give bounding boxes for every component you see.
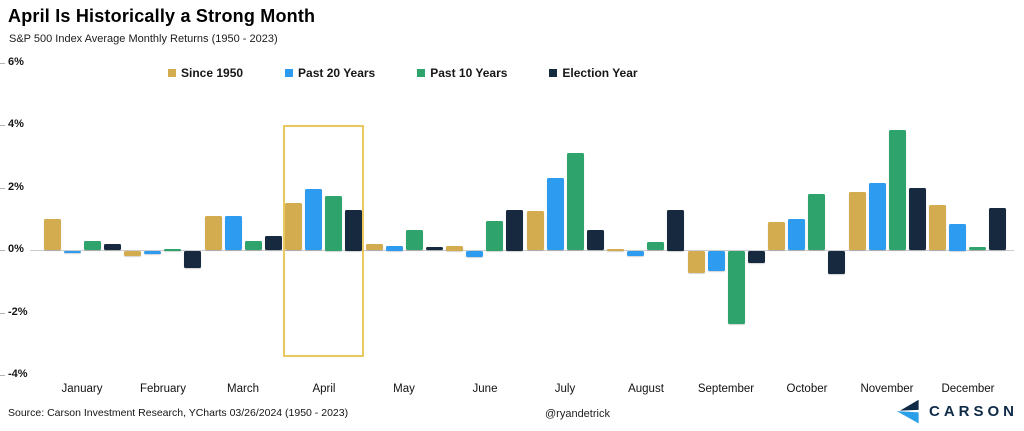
legend-swatch-icon: [549, 69, 558, 77]
y-axis-label-4: 4%: [8, 118, 24, 130]
bar-past-10-years-march: [245, 241, 262, 250]
bar-since-1950-june: [446, 246, 463, 251]
bar-past-10-years-april: [325, 196, 342, 251]
chart-subtitle: S&P 500 Index Average Monthly Returns (1…: [9, 33, 278, 45]
bar-past-20-years-february: [144, 251, 161, 254]
bar-election-year-june: [506, 210, 523, 251]
y-axis-label--2: -2%: [8, 306, 28, 318]
bar-election-year-november: [909, 188, 926, 250]
x-axis-label-may: May: [393, 383, 415, 395]
legend: Since 1950 Past 20 Years Past 10 Years Elec…: [168, 66, 638, 80]
bar-past-10-years-october: [808, 194, 825, 250]
bar-past-10-years-september: [728, 251, 745, 324]
y-axis-label--4: -4%: [8, 368, 28, 380]
x-axis-label-january: January: [61, 383, 103, 395]
bar-past-10-years-november: [889, 130, 906, 250]
x-axis-label-december: December: [941, 383, 995, 395]
y-axis-tick-4: [0, 125, 5, 126]
y-axis-tick-0: [0, 250, 5, 251]
highlight-box-april: [283, 125, 364, 357]
legend-item-past-20-years: Past 20 Years: [285, 66, 375, 80]
carson-logo-text: CARSON: [928, 403, 1018, 420]
chart-title: April Is Historically a Strong Month: [8, 6, 316, 26]
bar-election-year-july: [587, 230, 604, 250]
x-axis-label-february: February: [139, 383, 187, 395]
bar-election-year-march: [265, 236, 282, 250]
bar-election-year-december: [989, 208, 1006, 250]
bar-since-1950-october: [768, 222, 785, 250]
bar-past-20-years-september: [708, 251, 725, 271]
bar-since-1950-january: [44, 219, 61, 250]
x-axis-label-march: March: [227, 383, 259, 395]
bar-past-10-years-january: [84, 241, 101, 250]
y-axis-tick-2: [0, 188, 5, 189]
bar-past-10-years-june: [486, 221, 503, 251]
bar-election-year-april: [345, 210, 362, 251]
bar-election-year-january: [104, 244, 121, 250]
bar-past-20-years-october: [788, 219, 805, 250]
legend-swatch-icon: [417, 69, 426, 77]
legend-label: Past 10 Years: [430, 66, 508, 80]
bar-past-20-years-may: [386, 246, 403, 251]
y-axis-tick--2: [0, 313, 5, 314]
bar-since-1950-september: [688, 251, 705, 273]
legend-label: Past 20 Years: [298, 66, 376, 80]
bar-past-10-years-february: [164, 249, 181, 251]
bar-past-20-years-january: [64, 251, 81, 253]
bar-since-1950-may: [366, 244, 383, 250]
twitter-handle: @ryandetrick: [545, 408, 610, 420]
bar-since-1950-july: [527, 211, 544, 250]
bar-since-1950-august: [607, 249, 624, 251]
legend-swatch-icon: [285, 69, 294, 77]
legend-label: Election Year: [562, 66, 638, 80]
bar-past-10-years-december: [969, 247, 986, 250]
y-axis-tick-6: [0, 63, 5, 64]
bar-since-1950-march: [205, 216, 222, 250]
x-axis-label-july: July: [554, 383, 576, 395]
bar-past-20-years-june: [466, 251, 483, 257]
y-axis-label-0: 0%: [8, 243, 24, 255]
bar-since-1950-november: [849, 192, 866, 250]
y-axis-label-2: 2%: [8, 181, 24, 193]
bar-past-20-years-march: [225, 216, 242, 250]
y-axis-label-6: 6%: [8, 56, 24, 68]
legend-item-election-year: Election Year: [549, 66, 638, 80]
carson-logo-icon: [896, 399, 919, 424]
x-axis-label-september: September: [697, 383, 755, 395]
legend-item-since-1950: Since 1950: [168, 66, 243, 80]
bar-past-10-years-may: [406, 230, 423, 250]
x-axis-label-october: October: [786, 383, 828, 395]
bar-election-year-may: [426, 247, 443, 250]
carson-logo: CARSON: [895, 398, 1018, 425]
x-axis-label-june: June: [472, 383, 498, 395]
bar-election-year-october: [828, 251, 845, 274]
source-note: Source: Carson Investment Research, YCha…: [8, 407, 349, 419]
bar-past-10-years-july: [567, 153, 584, 250]
bar-election-year-september: [748, 251, 765, 263]
bar-past-20-years-april: [305, 189, 322, 250]
x-axis-label-november: November: [860, 383, 914, 395]
bar-past-20-years-november: [869, 183, 886, 250]
bar-election-year-february: [184, 251, 201, 268]
bar-past-20-years-july: [547, 178, 564, 250]
x-axis-label-august: August: [628, 383, 664, 395]
bar-past-20-years-august: [627, 251, 644, 256]
legend-label: Since 1950: [181, 66, 244, 80]
y-axis-tick--4: [0, 375, 5, 376]
legend-swatch-icon: [168, 69, 176, 77]
bar-since-1950-april: [285, 203, 302, 250]
bar-election-year-august: [667, 210, 684, 251]
bar-since-1950-december: [929, 205, 946, 250]
bar-past-20-years-december: [949, 224, 966, 251]
x-axis-label-april: April: [312, 383, 336, 395]
legend-item-past-10-years: Past 10 Years: [417, 66, 507, 80]
bar-since-1950-february: [124, 251, 141, 256]
bar-past-10-years-august: [647, 242, 664, 250]
